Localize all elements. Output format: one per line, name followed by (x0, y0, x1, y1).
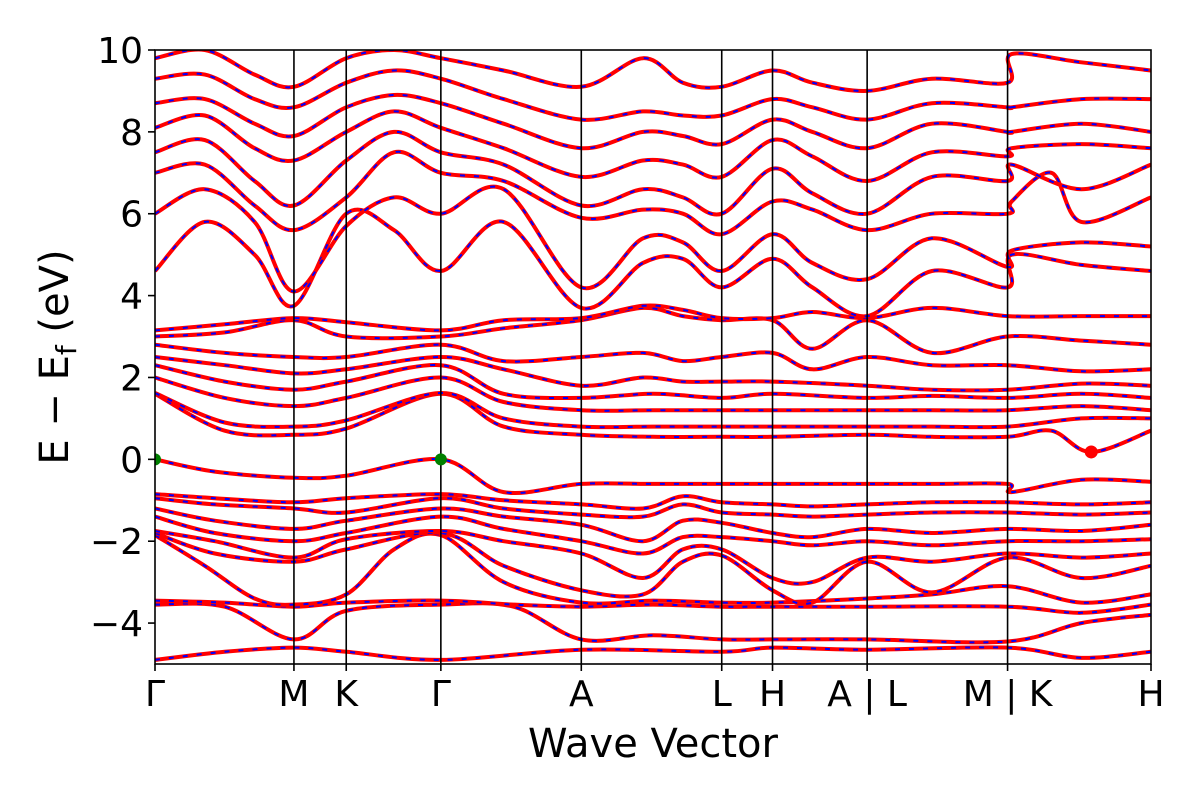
band-dash-11 (155, 392, 1151, 453)
vbm-marker-1 (434, 453, 447, 466)
band-line-21 (155, 149, 1151, 237)
band-dash-18 (155, 304, 1151, 332)
y-tick-label-2: 0 (120, 440, 143, 481)
y-tick-label-6: 8 (120, 113, 143, 154)
band-dash-20 (155, 185, 1151, 293)
band-dash-16 (155, 343, 1151, 373)
band-dash-21 (155, 150, 1151, 236)
band-line-0 (155, 645, 1151, 662)
band-line-10 (155, 457, 1151, 495)
y-axis-title-unit: (eV) (32, 249, 78, 345)
band-line-6 (155, 514, 1151, 556)
band-dash-25 (155, 69, 1151, 121)
y-tick-label-7: 10 (97, 31, 143, 72)
extremum-markers (155, 445, 1098, 466)
band-dash-1 (155, 602, 1151, 644)
y-tick-label-0: −4 (90, 604, 143, 645)
band-dash-23 (155, 110, 1151, 183)
vbm-marker-0 (155, 453, 161, 466)
band-line-23 (155, 109, 1151, 184)
x-tick-label-6: H (759, 674, 786, 715)
x-tick-label-1: M (278, 674, 309, 715)
y-axis-title: E − Ef (eV) (32, 249, 83, 464)
band-dash-13 (155, 376, 1151, 412)
band-dash-22 (155, 130, 1151, 216)
x-tick-label-5: L (712, 674, 732, 715)
band-line-3 (155, 531, 1151, 607)
y-axis-title-subscript: f (50, 344, 83, 355)
y-tick-label-1: −2 (90, 522, 143, 563)
band-dash-19 (155, 208, 1151, 318)
x-tick-label-8: M | K (963, 674, 1054, 715)
x-axis-title: Wave Vector (528, 721, 779, 767)
band-dash-6 (155, 515, 1151, 555)
x-tick-label-7: A | L (827, 674, 907, 715)
y-ticks: −4 −2 0 2 4 6 8 10 (90, 31, 155, 645)
band-line-12 (155, 390, 1151, 430)
band-dash-4 (155, 531, 1151, 605)
band-line-16 (155, 342, 1151, 374)
band-dash-9 (155, 493, 1151, 510)
band-line-15 (155, 355, 1151, 393)
band-dash-2 (155, 599, 1151, 614)
band-line-14 (155, 363, 1151, 401)
band-line-22 (155, 129, 1151, 217)
band-line-9 (155, 492, 1151, 511)
band-dash-8 (155, 497, 1151, 519)
band-line-11 (155, 391, 1151, 454)
kpoint-lines (293, 50, 1009, 664)
x-tick-label-3: Γ (431, 674, 451, 715)
y-axis-title-main: E − E (32, 355, 78, 465)
x-tick-label-0: Γ (145, 674, 165, 715)
x-tick-label-4: A (569, 674, 594, 715)
x-tick-label-2: K (334, 674, 359, 715)
band-line-7 (155, 506, 1151, 544)
band-dash-17 (155, 306, 1151, 355)
band-dash-10 (155, 458, 1151, 494)
x-tick-label-9: H (1137, 674, 1164, 715)
bands-layer (155, 50, 1151, 662)
band-dash-5 (155, 529, 1151, 585)
band-dash-3 (155, 532, 1151, 606)
plot-frame (154, 49, 1152, 665)
y-tick-label-5: 6 (120, 195, 143, 236)
band-dash-14 (155, 364, 1151, 400)
band-line-26 (155, 50, 1151, 93)
cbm-marker (1084, 445, 1098, 459)
y-tick-label-4: 4 (120, 277, 143, 318)
y-tick-label-3: 2 (120, 358, 143, 399)
